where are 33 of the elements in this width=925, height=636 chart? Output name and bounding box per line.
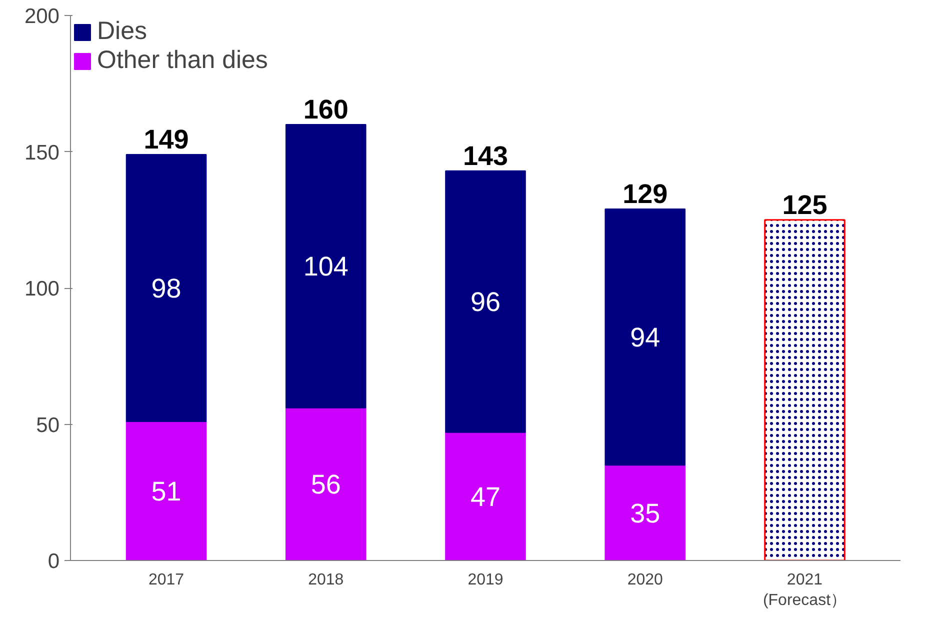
data-label: 51 <box>151 476 182 507</box>
x-tick-label: 2021 (Forecast） <box>762 572 847 609</box>
y-tick-label: 0 <box>48 550 60 573</box>
data-label: 94 <box>630 322 660 353</box>
bar <box>285 407 366 560</box>
bar <box>445 432 526 560</box>
bar <box>445 170 526 433</box>
data-label: 96 <box>470 287 501 318</box>
x-tick-label: 2019 <box>468 572 504 588</box>
x-tick-label: 2020 <box>627 572 664 588</box>
x-tick-label: 2018 <box>308 572 344 588</box>
y-tick-label: 50 <box>36 414 60 437</box>
bar <box>604 208 686 466</box>
total-label: 125 <box>782 190 828 220</box>
data-label: 47 <box>470 482 501 512</box>
y-tick-label: 100 <box>24 278 60 300</box>
data-label: 104 <box>303 252 348 282</box>
data-label: 56 <box>310 470 341 500</box>
legend-label: Other than dies <box>97 46 268 75</box>
total-label: 160 <box>303 94 348 124</box>
total-label: 149 <box>144 124 189 154</box>
bar <box>604 464 686 560</box>
total-label: 129 <box>622 178 668 209</box>
y-tick-label: 150 <box>24 141 60 164</box>
x-tick-label: 2017 <box>148 572 184 588</box>
bar <box>285 124 366 408</box>
data-label: 98 <box>151 274 182 304</box>
total-label: 143 <box>462 140 508 171</box>
data-label: 35 <box>630 498 660 528</box>
legend-label: Dies <box>97 17 148 46</box>
bar <box>126 421 207 560</box>
y-tick-label: 200 <box>24 5 60 28</box>
bar <box>126 154 207 422</box>
